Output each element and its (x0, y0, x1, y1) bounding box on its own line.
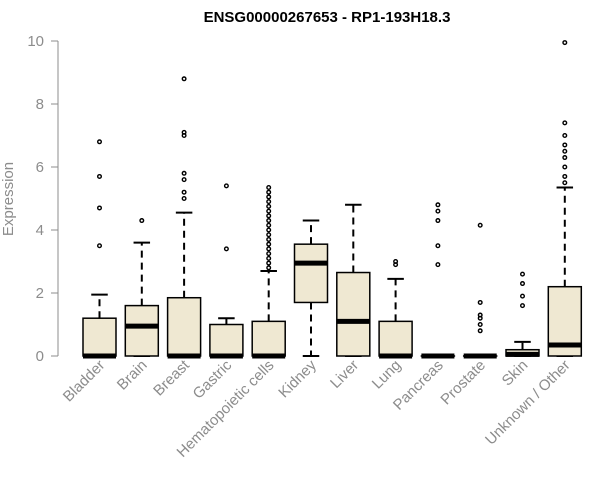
iqr-box (82, 317, 117, 357)
iqr-box (293, 243, 329, 304)
outlier-point (181, 177, 187, 183)
outlier-point (266, 218, 272, 224)
outlier-point (96, 139, 102, 145)
outlier-point (96, 205, 102, 211)
box-prostate (462, 222, 498, 359)
outlier-point (562, 148, 568, 154)
box-gastric (209, 183, 244, 359)
box-brain (124, 218, 160, 357)
x-category-label: Prostate (437, 357, 489, 409)
y-tick-label: 10 (27, 33, 44, 50)
outlier-point (266, 203, 272, 209)
box-lung (378, 259, 413, 359)
outlier-point (477, 312, 483, 318)
outlier-point (562, 164, 568, 170)
y-tick-label: 2 (36, 285, 44, 302)
box-skin (505, 271, 540, 357)
outlier-point (223, 183, 229, 189)
box-pancreas (420, 202, 456, 359)
outlier-point (266, 184, 272, 190)
outlier-point (435, 262, 441, 268)
y-tick-label: 0 (36, 348, 44, 365)
outlier-point (562, 155, 568, 161)
outlier-point (266, 199, 272, 205)
outlier-point (266, 260, 272, 266)
outlier-point (181, 195, 187, 201)
outlier-point (435, 243, 441, 249)
x-category-label: Breast (150, 356, 193, 399)
iqr-box (166, 296, 202, 357)
outlier-point (181, 189, 187, 195)
chart-title: ENSG00000267653 - RP1-193H18.3 (204, 9, 451, 26)
outlier-point (477, 222, 483, 228)
box-bladder (82, 139, 117, 359)
outlier-point (266, 189, 272, 195)
outlier-point (266, 246, 272, 252)
x-category-label: Bladder (60, 357, 109, 406)
x-category-label: Brain (114, 357, 151, 394)
x-category-label: Kidney (275, 356, 320, 401)
outlier-point (266, 194, 272, 200)
y-tick-label: 4 (36, 222, 44, 239)
outlier-point (435, 218, 441, 224)
outlier-point (96, 173, 102, 179)
outlier-point (266, 265, 272, 271)
outlier-point (181, 129, 187, 135)
iqr-box (336, 271, 371, 357)
outlier-point (562, 120, 568, 126)
box-unknown-other (547, 40, 583, 357)
outlier-point (266, 213, 272, 219)
outlier-point (477, 328, 483, 334)
outlier-point (562, 173, 568, 179)
outlier-point (477, 322, 483, 328)
outlier-point (562, 180, 568, 186)
iqr-box (251, 320, 286, 357)
box-hematopoietic-cells (251, 184, 286, 359)
box-liver (336, 203, 371, 357)
outlier-point (266, 251, 272, 257)
outlier-point (435, 202, 441, 208)
y-tick-label: 6 (36, 159, 44, 176)
x-category-label: Liver (327, 357, 362, 392)
box-breast (166, 76, 202, 359)
outlier-point (520, 281, 526, 287)
box-kidney (293, 219, 329, 357)
iqr-box (209, 323, 244, 357)
outlier-point (266, 227, 272, 233)
outlier-point (266, 208, 272, 214)
y-tick-label: 8 (36, 96, 44, 113)
outlier-point (266, 222, 272, 228)
boxplot-series (82, 40, 583, 359)
iqr-box (378, 320, 413, 357)
outlier-point (223, 246, 229, 252)
x-category-label: Lung (369, 357, 405, 393)
iqr-box (124, 304, 160, 357)
outlier-point (266, 255, 272, 261)
outlier-point (520, 293, 526, 299)
outlier-point (266, 236, 272, 242)
outlier-point (181, 76, 187, 82)
outlier-point (477, 299, 483, 305)
y-axis-ticks: 0 2 4 6 8 10 (27, 33, 58, 365)
outlier-point (266, 241, 272, 247)
outlier-point (139, 218, 145, 224)
outlier-point (562, 40, 568, 46)
outlier-point (520, 303, 526, 309)
x-category-label: Skin (499, 357, 532, 390)
outlier-point (520, 271, 526, 277)
y-axis-title: Expression (0, 162, 17, 236)
outlier-point (393, 259, 399, 265)
outlier-point (96, 243, 102, 249)
outlier-point (562, 132, 568, 138)
outlier-point (435, 208, 441, 214)
outlier-point (266, 232, 272, 238)
outlier-point (562, 142, 568, 148)
outlier-point (181, 170, 187, 176)
